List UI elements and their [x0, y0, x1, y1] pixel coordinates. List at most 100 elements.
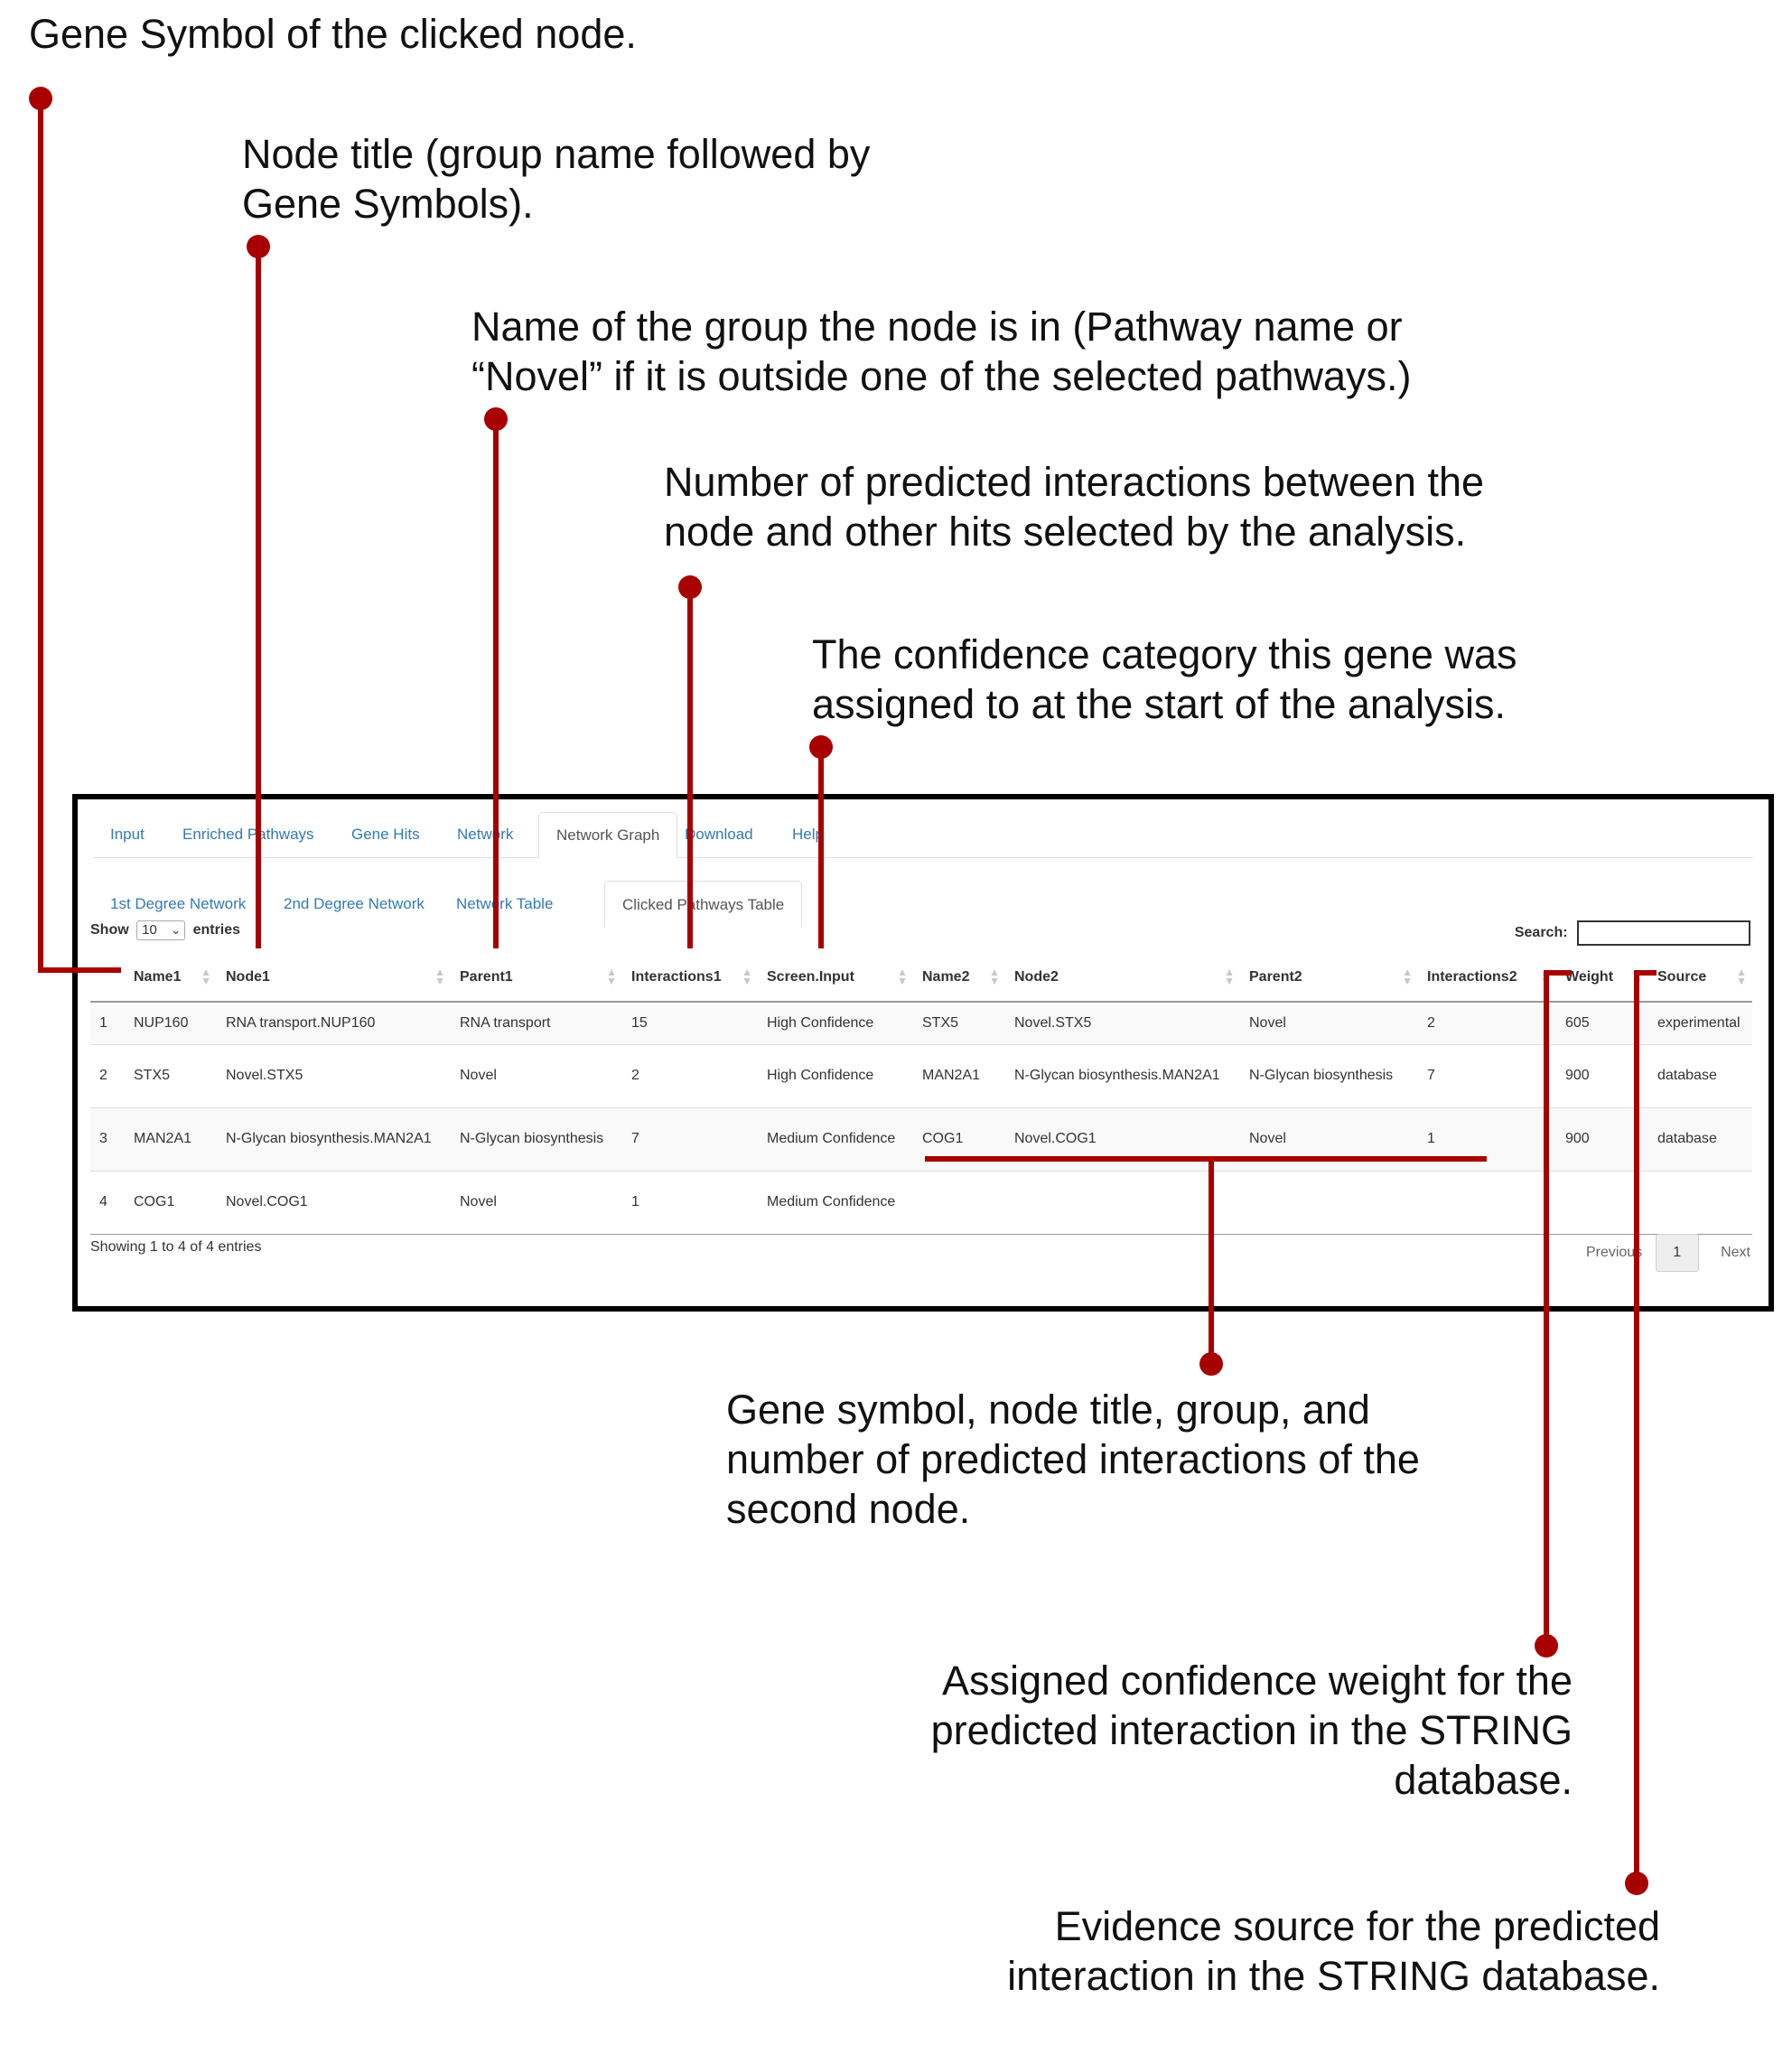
- cell-parent1: Novel: [451, 1043, 622, 1107]
- table-info: Showing 1 to 4 of 4 entries: [90, 1239, 262, 1255]
- tab-enriched-pathways[interactable]: Enriched Pathways: [182, 826, 314, 843]
- cell-name1: STX5: [125, 1043, 217, 1107]
- cell-screen-input: High Confidence: [758, 1043, 913, 1107]
- subtab-2nd-degree-network[interactable]: 2nd Degree Network: [284, 895, 425, 912]
- column-header-interactions1[interactable]: Interactions1 ▲ ▼: [622, 954, 758, 1003]
- table-row: 2 STX5 Novel.STX5 Novel 2 High Confidence MAN2…: [90, 1043, 1752, 1107]
- entries-label: entries: [192, 922, 241, 938]
- cell-node2: N-Glycan biosynthesis.MAN2A1: [1005, 1043, 1240, 1107]
- column-header-weight[interactable]: Weight ▲ ▼: [1556, 954, 1648, 1003]
- leader-dot-source: [1625, 1872, 1648, 1895]
- column-header-node1[interactable]: Node1 ▲ ▼: [217, 954, 451, 1003]
- cell-name2: MAN2A1: [913, 1043, 1005, 1107]
- cell-node1: Novel.STX5: [217, 1043, 451, 1107]
- previous-button[interactable]: Previous: [1585, 1245, 1643, 1260]
- cell-node1: N-Glycan biosynthesis.MAN2A1: [217, 1107, 451, 1171]
- sort-icon: ▲ ▼: [742, 966, 752, 987]
- cell-source: database: [1648, 1107, 1752, 1171]
- cell-node1: RNA transport.NUP160: [226, 1014, 376, 1031]
- page-1-button[interactable]: 1: [1655, 1234, 1699, 1272]
- subtab-1st-degree-network[interactable]: 1st Degree Network: [110, 895, 247, 912]
- show-label: Show: [90, 922, 129, 938]
- column-header-index: [90, 954, 125, 1003]
- tab-gene-hits[interactable]: Gene Hits: [351, 826, 420, 843]
- annotation-node-title: Node title (group name followed by Gene …: [242, 131, 871, 227]
- cell-screen-input: Medium Confidence: [758, 1170, 913, 1235]
- annotation-source: Evidence source for the predicted intera…: [1007, 1903, 1660, 1999]
- table-row: 4 COG1 Novel.COG1 Novel 1 Medium Confidence: [90, 1170, 1752, 1235]
- cell-source: database: [1648, 1043, 1752, 1107]
- tab-download[interactable]: Download: [685, 826, 753, 843]
- cell-interactions2: 2: [1427, 1014, 1435, 1031]
- tab-input[interactable]: Input: [110, 826, 145, 843]
- annotation-num-interactions: Number of predicted interactions between…: [664, 459, 1485, 555]
- column-header-source[interactable]: Source ▲ ▼: [1648, 954, 1752, 1003]
- cell-node1: Novel.COG1: [217, 1170, 451, 1235]
- leader-dot-confidence-category: [809, 735, 833, 759]
- cell-screen-input: High Confidence: [767, 1014, 874, 1031]
- column-header-node2[interactable]: Node2 ▲ ▼: [1005, 954, 1240, 1003]
- cell-interactions1: 1: [622, 1170, 758, 1235]
- cell-interactions2: [1418, 1170, 1556, 1235]
- cell-index: 2: [90, 1043, 125, 1107]
- tab-help[interactable]: Help: [792, 826, 824, 843]
- cell-name2: STX5: [922, 1014, 959, 1031]
- subtab-network-table[interactable]: Network Table: [456, 895, 554, 912]
- cell-node2: [1005, 1170, 1240, 1235]
- cell-source: [1648, 1170, 1752, 1235]
- annotation-weight: Assigned confidence weight for the predi…: [930, 1657, 1573, 1803]
- cell-interactions1: 15: [631, 1014, 648, 1031]
- column-header-screen-input[interactable]: Screen.Input ▲ ▼: [758, 954, 913, 1003]
- column-header-name1[interactable]: Name1 ▲ ▼: [125, 954, 217, 1003]
- subtab-clicked-pathways-table[interactable]: Clicked Pathways Table: [604, 881, 803, 928]
- sort-icon: ▲ ▼: [989, 966, 1000, 987]
- cell-parent2: N-Glycan biosynthesis: [1240, 1043, 1418, 1107]
- search-control: Search:: [1515, 920, 1750, 946]
- cell-index: 3: [90, 1107, 125, 1171]
- cell-name1: MAN2A1: [125, 1107, 217, 1171]
- leader-dot-group-name: [484, 407, 508, 431]
- cell-weight: 900: [1556, 1043, 1648, 1107]
- column-header-interactions2[interactable]: Interactions2 ▲ ▼: [1418, 954, 1556, 1003]
- cell-name1: COG1: [125, 1170, 217, 1235]
- leader-weight: [1544, 970, 1572, 1646]
- annotation-group-name: Name of the group the node is in (Pathwa…: [471, 303, 1412, 399]
- cell-interactions2: 7: [1418, 1043, 1556, 1107]
- sort-icon: ▲ ▼: [1402, 966, 1413, 987]
- cell-parent1: N-Glycan biosynthesis: [451, 1107, 622, 1171]
- cell-source: experimental: [1657, 1014, 1741, 1031]
- sort-icon: ▲ ▼: [1224, 966, 1235, 987]
- cell-parent1: Novel: [451, 1170, 622, 1235]
- next-button[interactable]: Next: [1721, 1245, 1750, 1260]
- leader-dot-second-node: [1199, 1352, 1223, 1376]
- cell-screen-input: Medium Confidence: [758, 1107, 913, 1171]
- column-header-name2[interactable]: Name2 ▲ ▼: [913, 954, 1005, 1003]
- sort-icon: ▲ ▼: [201, 966, 211, 987]
- cell-weight: [1556, 1170, 1648, 1235]
- tab-network-graph[interactable]: Network Graph: [538, 812, 678, 858]
- column-header-parent2[interactable]: Parent2 ▲ ▼: [1240, 954, 1418, 1003]
- leader-gene-symbol: [38, 98, 121, 973]
- cell-parent2: Novel: [1249, 1014, 1286, 1031]
- search-input[interactable]: [1577, 920, 1750, 946]
- search-label: Search:: [1514, 925, 1568, 941]
- column-header-parent1[interactable]: Parent1 ▲ ▼: [451, 954, 622, 1003]
- leader-dot-gene-symbol: [29, 87, 52, 110]
- cell-name1: NUP160: [134, 1014, 189, 1031]
- cell-index: 1: [99, 1014, 107, 1031]
- cell-parent1: RNA transport: [460, 1014, 551, 1031]
- sub-tabs: 1st Degree Network 2nd Degree Network Ne…: [93, 881, 1753, 928]
- cell-index: 4: [90, 1170, 125, 1235]
- cell-weight: 605: [1565, 1014, 1590, 1031]
- pagination: Previous 1 Next: [1586, 1234, 1750, 1272]
- tab-network[interactable]: Network: [457, 826, 514, 843]
- page-length-select[interactable]: 10 ⌄: [136, 920, 186, 940]
- sort-icon: ▲ ▼: [434, 966, 445, 987]
- chevron-down-icon: ⌄: [171, 923, 182, 937]
- main-tabs: Input Enriched Pathways Gene Hits Networ…: [93, 812, 1753, 858]
- leader-dot-weight: [1535, 1634, 1558, 1657]
- annotation-second-node: Gene symbol, node title, group, and numb…: [726, 1387, 1420, 1532]
- sort-icon: ▲ ▼: [1736, 966, 1747, 987]
- page-length-control: Show 10 ⌄ entries: [90, 920, 240, 940]
